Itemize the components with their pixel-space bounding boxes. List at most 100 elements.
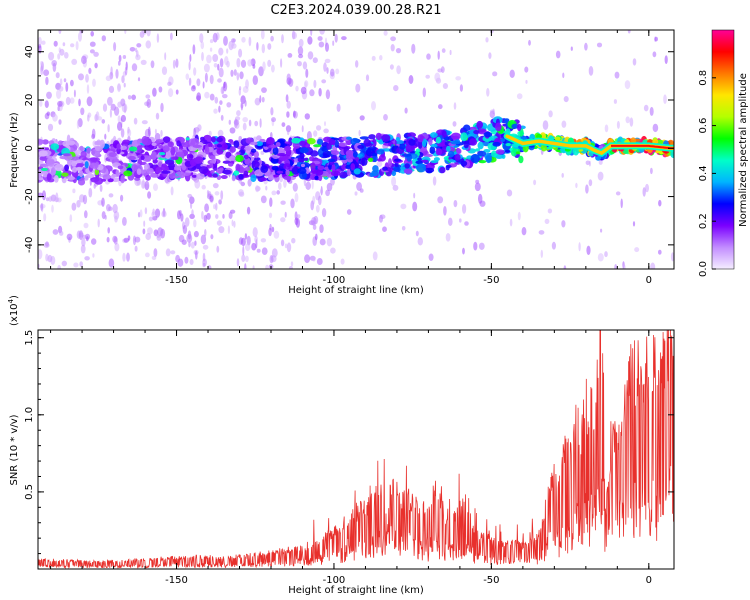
heatmap-speckle (141, 120, 148, 125)
heatmap-speckle (509, 69, 515, 79)
heatmap-cell (74, 149, 82, 155)
heatmap-cell (221, 143, 228, 151)
heatmap-cell (359, 136, 370, 140)
heatmap-speckle (134, 236, 141, 243)
heatmap-cell (276, 170, 284, 174)
spectrogram-panel: -150 -100 -50 0 -40 -20 0 20 40 Height of straig… (9, 29, 675, 296)
heatmap-cell (229, 155, 236, 161)
heatmap-speckle (305, 181, 312, 190)
heatmap-speckle (246, 206, 251, 215)
heatmap-speckle (43, 213, 47, 222)
heatmap-speckle (107, 227, 110, 234)
heatmap-speckle (294, 211, 298, 221)
heatmap-speckle (297, 46, 304, 56)
heatmap-cell (119, 145, 127, 151)
heatmap-cell (84, 176, 89, 181)
heatmap-cell (235, 154, 244, 163)
heatmap-speckle (261, 43, 265, 54)
heatmap-speckle (252, 265, 255, 269)
heatmap-cell (435, 136, 441, 144)
heatmap-cell (415, 160, 424, 165)
heatmap-cell (518, 155, 524, 164)
heatmap-speckle (555, 50, 561, 59)
colorbar-tick-label: 0.6 (698, 118, 709, 134)
heatmap-speckle (104, 133, 107, 140)
heatmap-speckle (209, 39, 214, 44)
heatmap-cell (469, 138, 478, 146)
heatmap-cell (272, 146, 279, 155)
heatmap-cell (159, 152, 166, 156)
heatmap-speckle (145, 252, 150, 258)
heatmap-speckle (129, 47, 136, 52)
heatmap-cell (108, 152, 117, 158)
heatmap-cell (504, 149, 511, 153)
heatmap-cell (369, 172, 375, 177)
heatmap-speckle (563, 96, 569, 103)
heatmap-cell (386, 167, 394, 172)
heatmap-cell (46, 173, 52, 181)
heatmap-speckle (107, 124, 110, 133)
heatmap-cell (485, 155, 493, 164)
heatmap-speckle (178, 234, 185, 243)
heatmap-cell (478, 160, 487, 164)
heatmap-speckle (193, 219, 197, 228)
heatmap-speckle (102, 103, 108, 112)
heatmap-speckle (478, 242, 485, 250)
heatmap-speckle (156, 233, 161, 238)
heatmap-speckle (209, 47, 213, 52)
heatmap-speckle (190, 201, 193, 209)
heatmap-speckle (241, 254, 246, 262)
heatmap-speckle (326, 67, 329, 74)
heatmap-speckle (649, 106, 654, 116)
heatmap-speckle (588, 179, 593, 187)
heatmap-speckle (286, 128, 290, 136)
heatmap-speckle (190, 241, 195, 249)
heatmap-cell (504, 118, 510, 122)
heatmap-speckle (206, 212, 211, 220)
heatmap-cell (72, 166, 78, 173)
heatmap-speckle (324, 121, 326, 126)
heatmap-cell (229, 146, 236, 153)
heatmap-speckle (133, 117, 138, 125)
heatmap-cell (283, 176, 292, 180)
heatmap-speckle (585, 184, 589, 194)
heatmap-speckle (204, 203, 210, 213)
heatmap-speckle (596, 42, 603, 48)
heatmap-speckle (265, 185, 268, 191)
heatmap-speckle (40, 65, 44, 76)
heatmap-cell (433, 157, 440, 162)
heatmap-speckle (73, 262, 79, 268)
heatmap-cell (492, 141, 501, 147)
heatmap-cell (283, 163, 291, 170)
heatmap-cell (57, 140, 63, 146)
heatmap-speckle (120, 194, 124, 202)
heatmap-cell (405, 144, 416, 152)
heatmap-speckle (209, 93, 215, 101)
heatmap-speckle (57, 53, 61, 60)
heatmap-speckle (230, 69, 234, 77)
heatmap-speckle (58, 119, 62, 125)
heatmap-speckle (53, 40, 58, 47)
x-tick-label: 0 (646, 575, 652, 586)
heatmap-speckle (437, 68, 443, 73)
heatmap-cell (429, 146, 436, 155)
heatmap-speckle (155, 112, 160, 120)
heatmap-speckle (97, 116, 103, 121)
heatmap-speckle (219, 58, 224, 68)
heatmap-cell (285, 169, 290, 176)
heatmap-cell (54, 170, 62, 177)
heatmap-speckle (412, 201, 418, 212)
heatmap-speckle (244, 100, 247, 107)
heatmap-cell (388, 158, 392, 168)
heatmap-speckle (383, 30, 388, 36)
heatmap-speckle (153, 248, 158, 258)
heatmap-cell (670, 150, 674, 158)
heatmap-cell (346, 136, 352, 140)
y-tick-label: 20 (24, 94, 35, 107)
heatmap-speckle (245, 79, 249, 89)
heatmap-speckle (563, 265, 567, 269)
heatmap-speckle (78, 31, 82, 42)
heatmap-cell (113, 158, 120, 162)
heatmap-speckle (109, 108, 112, 118)
